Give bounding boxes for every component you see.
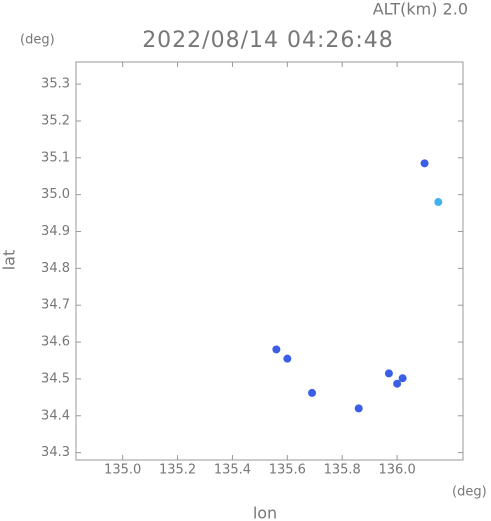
y-tick-label: 34.7 (41, 298, 70, 313)
x-tick-label: 135.4 (214, 463, 251, 478)
plot-frame (75, 61, 464, 461)
y-tick-label: 34.5 (41, 371, 70, 386)
echo-point (308, 388, 317, 397)
y-tick-label: 35.2 (41, 113, 70, 128)
echo-point (272, 345, 281, 354)
y-tick-label: 34.8 (41, 261, 70, 276)
x-axis-label: lon (253, 504, 277, 521)
x-tick-label: 136.0 (379, 463, 416, 478)
echo-point (354, 404, 363, 413)
echo-point (434, 198, 443, 207)
y-tick-label: 35.0 (41, 187, 70, 202)
echo-point (393, 379, 402, 388)
y-unit: (deg) (20, 33, 55, 48)
altitude-label: ALT(km) 2.0 (373, 0, 468, 19)
echo-point (384, 369, 393, 378)
x-tick-label: 135.0 (104, 463, 141, 478)
y-tick-label: 34.4 (41, 408, 70, 423)
echo-point (398, 374, 407, 383)
y-axis-label: lat (0, 250, 19, 271)
y-tick-label: 34.9 (41, 224, 70, 239)
x-tick-label: 135.2 (159, 463, 196, 478)
chart-title: 2022/08/14 04:26:48 (142, 28, 394, 53)
y-tick-label: 35.1 (41, 150, 70, 165)
y-tick-label: 34.3 (41, 445, 70, 460)
x-tick-label: 135.8 (324, 463, 361, 478)
echo-point (420, 159, 429, 168)
x-unit: (deg) (452, 485, 487, 500)
y-tick-label: 35.3 (41, 77, 70, 92)
x-tick-label: 135.6 (269, 463, 306, 478)
y-tick-label: 34.6 (41, 335, 70, 350)
echo-point (283, 354, 292, 363)
